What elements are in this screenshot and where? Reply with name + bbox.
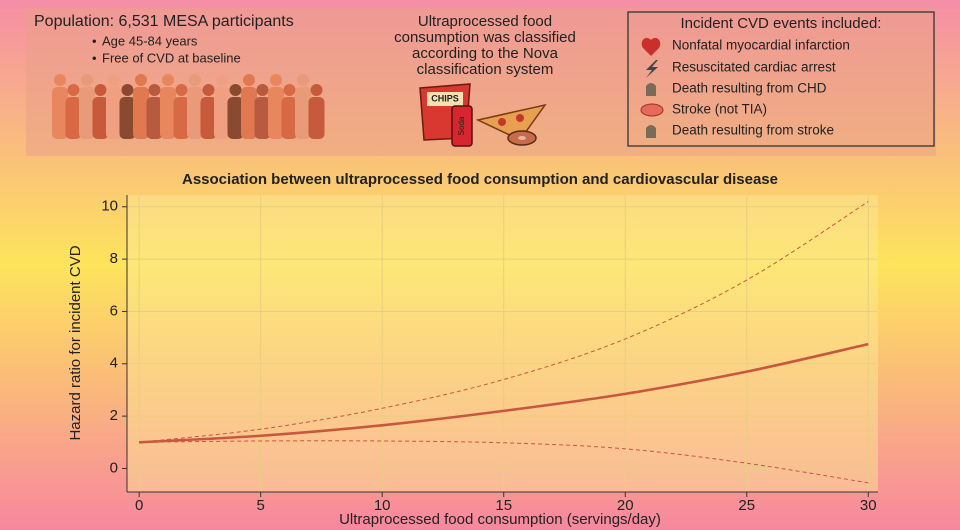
person-body xyxy=(173,97,190,139)
person-head xyxy=(175,84,188,96)
person-head xyxy=(229,84,242,96)
event-item: Death resulting from CHD xyxy=(672,81,827,96)
person-body xyxy=(146,97,163,139)
brain-icon xyxy=(640,103,664,117)
chips-label: CHIPS xyxy=(431,93,459,103)
person-body xyxy=(119,97,136,139)
person-head xyxy=(94,84,107,96)
person-body xyxy=(295,87,311,139)
classification-line: consumption was classified xyxy=(394,29,576,46)
person-head xyxy=(202,84,215,96)
population-bullet: Age 45-84 years xyxy=(102,33,198,48)
population-title: Population: 6,531 MESA participants xyxy=(34,13,294,30)
person-body xyxy=(214,87,230,139)
person-body xyxy=(65,97,82,139)
x-tick-label: 0 xyxy=(135,497,143,514)
y-tick-label: 2 xyxy=(110,407,118,424)
y-tick-label: 8 xyxy=(110,250,118,267)
person-body xyxy=(254,97,271,139)
person-body xyxy=(268,87,284,139)
person-body xyxy=(187,87,203,139)
person-body xyxy=(92,97,109,139)
person-head xyxy=(148,84,161,96)
estimate-line xyxy=(139,342,869,444)
x-tick-label: 25 xyxy=(738,497,755,514)
soda-label: Soda xyxy=(457,116,466,135)
tombstone-icon xyxy=(646,125,656,138)
ci-line xyxy=(139,440,869,484)
lightning-icon xyxy=(646,60,658,78)
person-head xyxy=(243,74,255,86)
soda-can xyxy=(451,105,473,147)
classification-line: Ultraprocessed food xyxy=(418,13,552,30)
person-body xyxy=(241,87,257,139)
chart-title: Association between ultraprocessed food … xyxy=(182,171,778,188)
person-head xyxy=(283,84,296,96)
person-body xyxy=(308,97,325,139)
bullet: • xyxy=(92,33,97,48)
person-head xyxy=(310,84,323,96)
person-head xyxy=(135,74,147,86)
person-head xyxy=(162,74,174,86)
x-tick-label: 10 xyxy=(374,497,391,514)
plot-area xyxy=(127,195,878,492)
ci-line xyxy=(139,201,869,443)
event-item: Stroke (not TIA) xyxy=(672,102,767,117)
bullet: • xyxy=(92,50,97,65)
y-tick-label: 6 xyxy=(110,302,118,319)
classification-line: according to the Nova xyxy=(412,45,559,62)
heart-icon xyxy=(641,37,661,56)
x-tick-label: 30 xyxy=(860,497,877,514)
pepperoni xyxy=(516,114,524,122)
event-item: Resuscitated cardiac arrest xyxy=(672,60,836,75)
person-body xyxy=(79,87,95,139)
person-head xyxy=(256,84,269,96)
person-body xyxy=(281,97,298,139)
events-title: Incident CVD events included: xyxy=(681,15,882,32)
event-item: Nonfatal myocardial infarction xyxy=(672,38,850,53)
person-body xyxy=(52,87,68,139)
y-tick-label: 0 xyxy=(110,459,118,476)
x-tick-label: 15 xyxy=(495,497,512,514)
y-axis-label: Hazard ratio for incident CVD xyxy=(67,245,84,440)
x-axis-label: Ultraprocessed food consumption (serving… xyxy=(339,511,661,528)
lines xyxy=(139,201,869,484)
donut-hole xyxy=(518,136,526,140)
tombstone-icon xyxy=(646,83,656,96)
person-head xyxy=(81,74,93,86)
person-head xyxy=(270,74,282,86)
x-tick-label: 5 xyxy=(257,497,265,514)
person-head xyxy=(297,74,309,86)
chips-label-bg xyxy=(427,92,463,106)
participants-illustration xyxy=(52,74,325,139)
person-head xyxy=(189,74,201,86)
person-head xyxy=(216,74,228,86)
person-body xyxy=(160,87,176,139)
person-body xyxy=(227,97,244,139)
person-head xyxy=(54,74,66,86)
event-item: Death resulting from stroke xyxy=(672,123,834,138)
person-body xyxy=(133,87,149,139)
x-tick-label: 20 xyxy=(617,497,634,514)
grid: 0 2 4 6 8 10 0 5 10 15 20 25 30 xyxy=(101,195,878,514)
person-head xyxy=(108,74,120,86)
person-body xyxy=(200,97,217,139)
y-tick-label: 10 xyxy=(101,198,118,215)
person-body xyxy=(106,87,122,139)
events-box xyxy=(627,11,935,147)
classification-line: classification system xyxy=(417,61,554,78)
pepperoni xyxy=(498,118,506,126)
food-illustration: CHIPS Soda xyxy=(419,83,547,147)
person-head xyxy=(67,84,80,96)
population-bullet: Free of CVD at baseline xyxy=(102,50,241,65)
person-head xyxy=(121,84,134,96)
pizza xyxy=(475,103,547,141)
y-tick-label: 4 xyxy=(110,355,118,372)
